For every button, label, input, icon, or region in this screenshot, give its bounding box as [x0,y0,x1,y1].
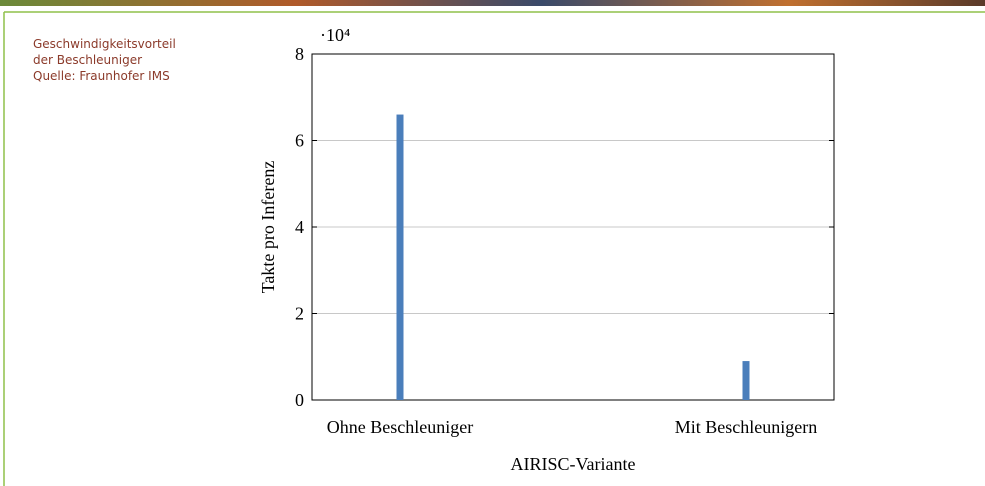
y-multiplier: ·10⁴ [320,25,350,45]
y-tick-label: 4 [295,217,304,237]
banner-strip [0,0,985,6]
y-axis-label: Takte pro Inferenz [258,161,278,294]
y-tick-label: 2 [295,304,304,324]
x-axis-label: AIRISC-Variante [511,454,636,474]
plot-frame [311,53,835,401]
caption-line: der Beschleuniger [33,53,142,67]
x-tick-label: Ohne Beschleuniger [327,417,473,437]
caption-line: Quelle: Fraunhofer IMS [33,69,170,83]
caption-line: Geschwindigkeitsvorteil [33,37,176,51]
y-tick-label: 0 [295,390,304,410]
bar [396,114,404,401]
x-tick-label: Mit Beschleunigern [675,417,817,437]
y-tick-label: 6 [295,131,304,151]
bar [742,361,750,400]
y-tick-label: 8 [295,44,304,64]
